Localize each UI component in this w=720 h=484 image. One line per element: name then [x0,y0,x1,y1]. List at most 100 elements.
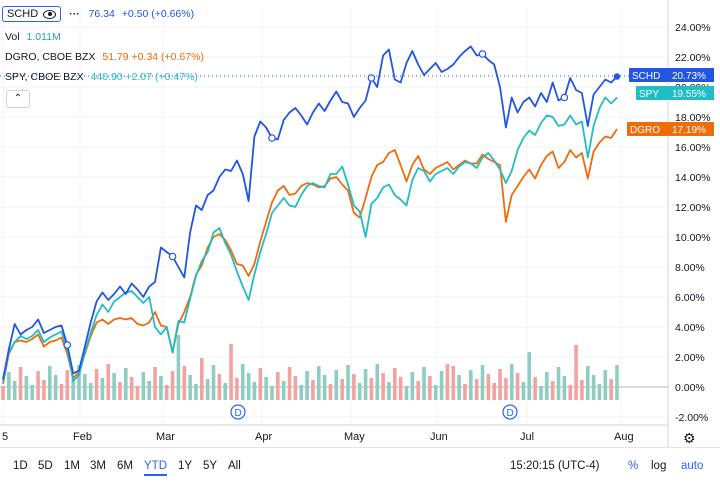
volume-bar [205,379,210,400]
volume-bar [474,379,479,400]
range-5d[interactable]: 5D [38,460,53,472]
y-tick-label: 16.00% [675,142,711,154]
event-marker [560,93,569,102]
volume-bar [533,377,537,400]
y-tick-label: 4.00% [675,322,705,334]
legend-spy: SPY, CBOE BZX 440.90 +2.07 (+0.47%) [5,71,198,83]
x-tick-label: Jul [520,431,534,443]
range-1m[interactable]: 1M [64,460,80,472]
volume-bar [188,375,192,400]
volume-bar [100,378,105,400]
volume-bar [410,372,415,400]
more-dots-icon[interactable]: ··· [69,8,80,20]
spy-values: 440.90 +2.07 (+0.47%) [90,71,198,83]
dgro-values: 51.79 +0.34 (+0.67%) [102,51,204,63]
range-1d[interactable]: 1D [13,460,28,472]
volume-bar [574,345,578,400]
volume-bar [235,378,239,400]
volume-bar [340,379,344,400]
auto-toggle[interactable]: auto [681,460,704,472]
volume-bar [562,376,567,400]
volume-bar [463,384,467,400]
volume-bar [550,381,555,400]
volume-bar [124,368,128,400]
y-tick-label: 2.00% [675,352,705,364]
volume-bar [153,367,157,400]
volume-bar [129,377,134,400]
volume-bar [276,372,280,400]
volume-bar [159,376,163,400]
spy-name: SPY, CBOE BZX [5,71,84,83]
range-6m[interactable]: 6M [117,460,133,472]
volume-bar [469,370,473,400]
range-ytd[interactable]: YTD [144,460,167,476]
volume-bar [217,374,222,400]
volume-bar [316,366,321,400]
volume-bar [398,377,403,400]
legend-volume: Vol 1.011M [5,31,61,43]
volume-bar [322,375,327,400]
volume-bar [404,386,409,400]
volume-bar [229,344,233,400]
volume-bar [200,358,204,400]
y-tick-label: 12.00% [675,202,711,214]
x-tick-label: Aug [614,431,634,443]
range-all[interactable]: All [228,460,241,472]
y-tick-label: 22.00% [675,52,711,64]
range-3m[interactable]: 3M [90,460,106,472]
symbol-box[interactable]: SCHD [2,6,62,22]
volume-bar [176,335,181,400]
range-5y[interactable]: 5Y [203,460,218,472]
volume-bar [77,365,81,400]
series-value-tag [669,122,714,136]
x-tick-label: Apr [255,431,272,443]
volume-bar [293,376,298,400]
volume-bar [240,364,245,400]
volume-bar [568,385,573,400]
x-tick-label: Mar [156,431,175,443]
volume-bar [328,384,333,400]
series-value-tag [669,68,714,82]
y-tick-label: 8.00% [675,262,705,274]
volume-bar [258,368,263,400]
volume-bar [585,366,590,400]
collapse-legend-button[interactable]: ⌃ [6,90,30,108]
clock-time: 15:20:15 (UTC-4) [510,460,600,472]
series-line-spy [2,96,618,383]
y-tick-label: -2.00% [675,412,708,424]
range-1y[interactable]: 1Y [178,460,193,472]
settings-gear-icon[interactable]: ⚙ [683,430,696,446]
series-tag-schd [629,68,669,82]
schd-change: +0.50 (+0.66%) [121,8,195,20]
volume-bar [521,382,526,400]
volume-bar [170,371,175,400]
volume-bar [504,378,508,400]
volume-bar [486,374,491,400]
y-tick-label: 0.00% [675,382,705,394]
volume-bar [480,365,485,400]
series-tag-name: DGRO [630,125,660,136]
y-tick-label: 14.00% [675,172,711,184]
volume-bar [30,385,35,400]
volume-bar [18,367,23,400]
volume-bar [36,371,40,400]
volume-bar [287,367,292,400]
volume-bar [509,364,514,400]
volume-bar [88,383,93,400]
volume-bar [451,366,456,400]
volume-bar [539,386,543,400]
event-marker [168,252,177,261]
x-tick-label: Feb [73,431,92,443]
event-marker [478,50,487,58]
volume-bar [94,369,99,400]
percent-toggle[interactable]: % [628,460,639,472]
volume-bar [392,368,397,400]
series-tag-dgro [627,122,669,136]
volume-bar [545,372,549,400]
dividend-marker [230,404,246,420]
log-toggle[interactable]: log [651,460,667,472]
volume-bar [352,374,356,400]
eye-icon[interactable] [43,9,57,19]
event-marker [268,134,276,142]
volume-bar [264,377,268,400]
